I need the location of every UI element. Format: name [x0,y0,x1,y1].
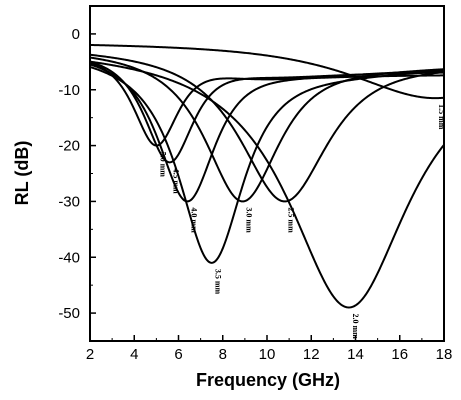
series-line [89,43,445,100]
x-axis-ticks: 2 4 6 8 10 12 14 16 18 [86,335,453,363]
series-labels: 5.0 mm 4.5 mm 4.0 mm 3.5 mm 3.0 mm 2.5 mm 2.0 … [158,104,446,339]
series-line [89,56,445,203]
x-tick-label: 6 [174,346,182,363]
x-tick-label: 12 [303,346,320,363]
x-tick-label: 2 [86,346,94,363]
series-label: 3.0 mm [245,207,254,233]
series-line [89,53,445,203]
y-tick-label: -40 [58,249,80,266]
series-line [89,60,445,309]
y-tick-label: -10 [58,82,80,99]
series-label: 4.5 mm [172,168,181,194]
x-tick-label: 10 [259,346,276,363]
y-tick-label: -50 [58,305,80,322]
y-tick-label: -30 [58,193,80,210]
x-tick-label: 18 [436,346,453,363]
series-label: 1.5 mm [437,104,446,130]
x-axis-title: Frequency (GHz) [196,370,340,390]
series-label: 3.5 mm [214,269,223,295]
x-tick-label: 16 [391,346,408,363]
y-tick-label: -20 [58,138,80,155]
series-line [89,63,445,203]
series-curves [89,43,445,309]
y-axis-title: RL (dB) [12,141,32,206]
x-tick-label: 14 [347,346,364,363]
series-label: 4.0 mm [189,207,198,233]
x-tick-label: 8 [219,346,227,363]
y-axis-ticks: 0 -10 -20 -30 -40 -50 [58,5,96,342]
series-label: 5.0 mm [158,152,167,178]
y-tick-label: 0 [72,26,80,43]
series-label: 2.0 mm [351,314,360,340]
series-line [89,66,445,264]
series-label: 2.5 mm [287,207,296,233]
x-tick-label: 4 [130,346,138,363]
